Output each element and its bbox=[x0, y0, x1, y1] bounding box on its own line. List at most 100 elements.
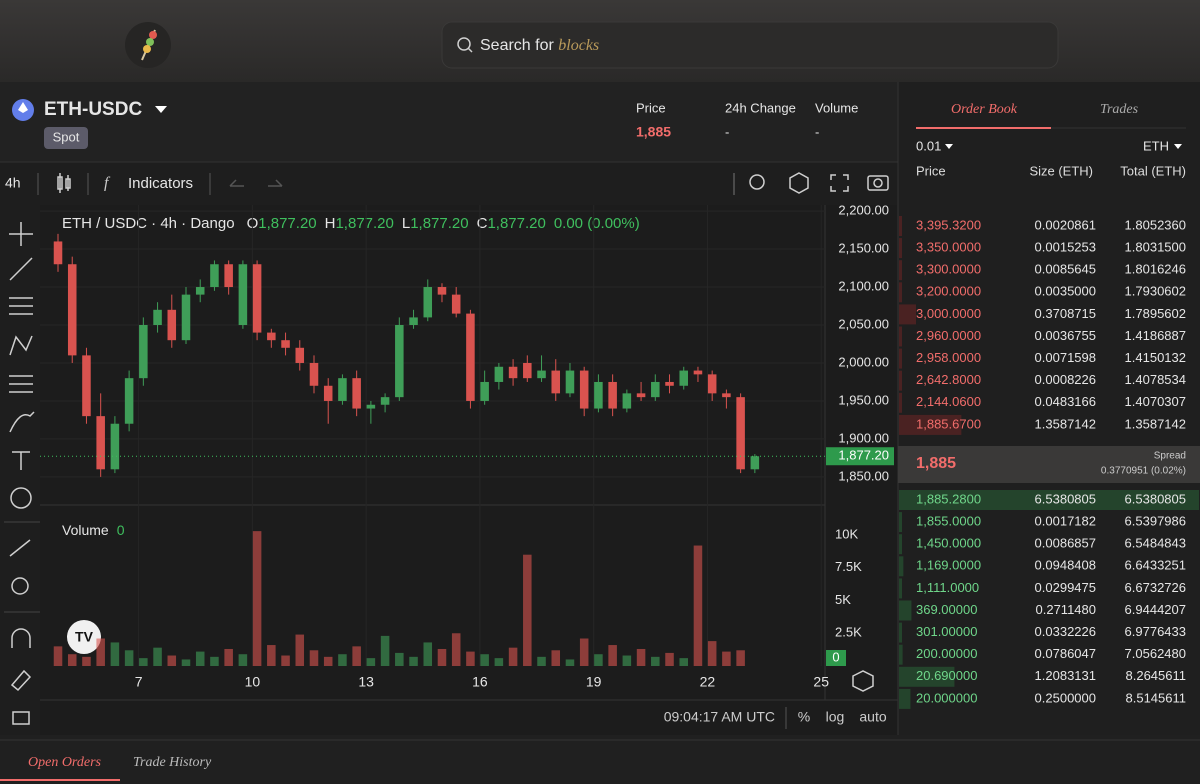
column-header: Size (ETH) bbox=[1029, 163, 1093, 178]
tool-icons[interactable] bbox=[9, 222, 35, 725]
indicators[interactable]: Indicators bbox=[128, 175, 193, 192]
ob-total: 6.9776433 bbox=[1125, 624, 1186, 639]
candle-type-icon[interactable] bbox=[57, 173, 71, 193]
volume-bar bbox=[665, 652, 674, 666]
volume-bar bbox=[722, 651, 731, 666]
redo[interactable] bbox=[268, 179, 283, 187]
ob-price[interactable]: 2,958.0000 bbox=[916, 350, 981, 365]
ob-price[interactable]: 3,200.0000 bbox=[916, 284, 981, 299]
ob-total: 6.9444207 bbox=[1125, 602, 1186, 617]
depth-bar bbox=[899, 556, 904, 577]
search-indicator-icon[interactable] bbox=[749, 174, 765, 190]
depth-bar bbox=[899, 282, 902, 303]
tv-logo[interactable]: TV bbox=[67, 620, 101, 654]
ob-tab[interactable]: Trades bbox=[1100, 102, 1139, 117]
search-box[interactable]: Search for blocks bbox=[441, 21, 1059, 69]
unit[interactable]: ETH bbox=[1143, 138, 1169, 153]
ob-price[interactable]: 3,300.0000 bbox=[916, 262, 981, 277]
scale-option[interactable]: log bbox=[826, 709, 845, 725]
ob-size: 0.0015253 bbox=[1035, 240, 1096, 255]
ob-size: 0.0332226 bbox=[1035, 624, 1096, 639]
volume-value: - bbox=[815, 124, 819, 139]
change-label: 24h Change bbox=[725, 100, 796, 115]
ob-price[interactable]: 1,111.0000 bbox=[916, 580, 979, 595]
tick-size[interactable]: 0.01 bbox=[916, 138, 941, 153]
volume-bar bbox=[579, 638, 589, 666]
candle-body bbox=[96, 416, 105, 470]
volume-legend: Volume 0 bbox=[62, 522, 125, 538]
x-tick-label: 16 bbox=[472, 674, 488, 690]
y-tick-label: 2,000.00 bbox=[838, 354, 889, 369]
volume-bar bbox=[693, 545, 703, 666]
ob-price[interactable]: 369.00000 bbox=[916, 602, 977, 617]
ob-price[interactable]: 1,885.6700 bbox=[916, 416, 981, 431]
ob-tab[interactable]: Order Book bbox=[951, 102, 1018, 117]
ob-size: 0.3708715 bbox=[1035, 306, 1096, 321]
ob-price[interactable]: 2,642.8000 bbox=[916, 372, 981, 387]
y-tick-label: 2,200.00 bbox=[838, 203, 889, 218]
fx-icon[interactable]: f bbox=[104, 175, 111, 192]
ob-price[interactable]: 20.690000 bbox=[916, 668, 977, 683]
ob-price[interactable]: 2,144.0600 bbox=[916, 394, 981, 409]
volume-bar bbox=[679, 658, 689, 666]
ohlc-key: L bbox=[402, 215, 410, 232]
scale-option[interactable]: % bbox=[798, 709, 810, 725]
volume-bar bbox=[480, 654, 489, 666]
candle-body bbox=[466, 313, 475, 401]
ob-price[interactable]: 200.00000 bbox=[916, 646, 977, 661]
scale-option[interactable]: auto bbox=[859, 709, 886, 725]
ob-size: 0.0008226 bbox=[1035, 372, 1096, 387]
spread-price: 1,885 bbox=[916, 455, 956, 472]
y-tick-label: 1,950.00 bbox=[838, 392, 889, 407]
last-volume-label: 0 bbox=[832, 649, 839, 664]
volume-bar bbox=[153, 647, 162, 666]
candle-body bbox=[750, 456, 760, 470]
pair-dropdown[interactable] bbox=[155, 106, 167, 113]
ob-size: 0.0036755 bbox=[1035, 328, 1096, 343]
candle-body bbox=[451, 294, 461, 314]
ob-price[interactable]: 1,855.0000 bbox=[916, 514, 981, 529]
ob-price[interactable]: 1,169.0000 bbox=[916, 558, 981, 573]
ob-price[interactable]: 3,395.3200 bbox=[916, 217, 981, 232]
volume-bar bbox=[252, 531, 262, 666]
undo[interactable] bbox=[229, 179, 244, 187]
interval[interactable]: 4h bbox=[5, 175, 21, 191]
bottom-tab[interactable]: Trade History bbox=[133, 755, 212, 770]
ob-price[interactable]: 20.000000 bbox=[916, 690, 977, 705]
order-book-panel bbox=[898, 82, 1200, 735]
ob-price[interactable]: 3,000.0000 bbox=[916, 306, 981, 321]
volume-bar bbox=[267, 645, 276, 666]
ob-price[interactable]: 1,450.0000 bbox=[916, 536, 981, 551]
bottom-tab[interactable]: Open Orders bbox=[28, 755, 102, 770]
ob-total: 6.5397986 bbox=[1125, 514, 1186, 529]
candle-body bbox=[480, 381, 489, 401]
candle-body bbox=[181, 294, 191, 341]
camera-icon[interactable] bbox=[867, 175, 889, 191]
pair[interactable]: ETH-USDC bbox=[44, 99, 142, 120]
depth-bar bbox=[899, 644, 903, 665]
fullscreen-icon[interactable] bbox=[830, 174, 849, 192]
ob-price[interactable]: 3,350.0000 bbox=[916, 240, 981, 255]
depth-bar bbox=[899, 622, 902, 643]
ob-price[interactable]: 301.00000 bbox=[916, 624, 977, 639]
volume-bar bbox=[622, 655, 632, 666]
dropdown[interactable] bbox=[1174, 144, 1182, 149]
volume-bar bbox=[636, 648, 646, 666]
logo[interactable] bbox=[125, 22, 171, 68]
candle-body bbox=[707, 374, 717, 394]
axis-settings[interactable] bbox=[852, 670, 874, 692]
settings-icon[interactable] bbox=[789, 172, 809, 194]
candle-body bbox=[352, 378, 361, 409]
price: 1,885 bbox=[636, 124, 671, 140]
ob-size: 0.0020861 bbox=[1035, 217, 1096, 232]
ob-price[interactable]: 1,885.2800 bbox=[916, 491, 981, 506]
candle-body bbox=[323, 385, 333, 401]
dropdown[interactable] bbox=[945, 144, 953, 149]
ob-price[interactable]: 2,960.0000 bbox=[916, 328, 981, 343]
depth-bar bbox=[899, 578, 902, 599]
volume-last: 0 bbox=[117, 522, 125, 538]
candle-body bbox=[167, 309, 177, 341]
depth-bar bbox=[899, 666, 955, 687]
ob-size: 0.0085645 bbox=[1035, 262, 1096, 277]
price-label: Price bbox=[636, 100, 666, 115]
